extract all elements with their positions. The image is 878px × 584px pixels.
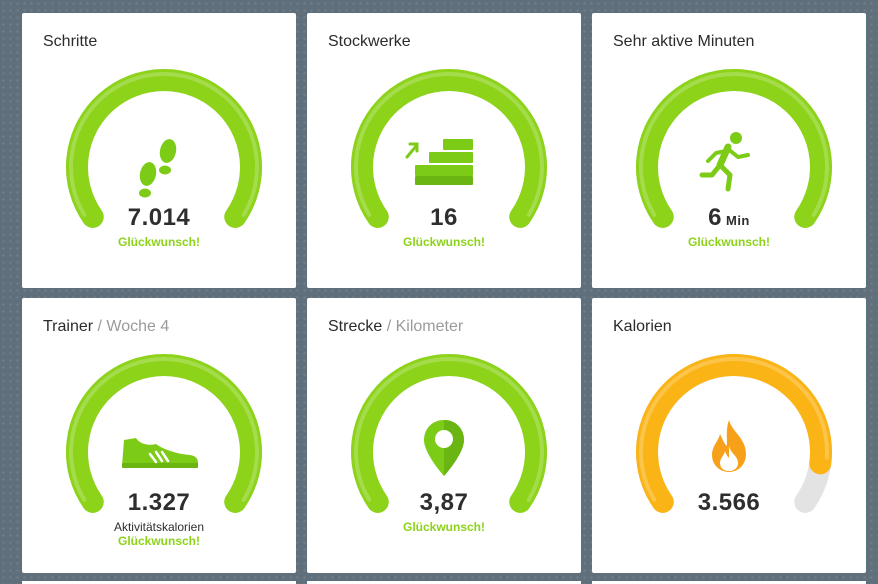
gauge-highlight <box>639 72 829 217</box>
footsteps-icon <box>139 139 177 198</box>
shoe-icon <box>122 438 198 468</box>
congrats-label: Glückwunsch! <box>687 235 770 249</box>
active-minutes-value: 6 Min <box>592 204 866 232</box>
gauge-fill <box>636 354 832 513</box>
tile-title: Kalorien <box>613 318 672 335</box>
congrats-label: Glückwunsch! <box>117 534 200 548</box>
gauge <box>66 354 262 513</box>
floors-tile[interactable]: Stockwerke 16 Glückwunsch! <box>307 13 581 288</box>
gauge-highlight <box>354 357 544 502</box>
next-row-tile-edge <box>22 581 296 584</box>
tile-title: Stockwerke <box>328 33 411 50</box>
gauge-highlight <box>639 357 829 502</box>
unit-label: Min <box>725 213 750 228</box>
calories-value: 3.566 <box>697 489 761 516</box>
gauge-fill <box>351 69 547 228</box>
congrats-label: Glückwunsch! <box>117 235 200 249</box>
active-minutes-number: 6 <box>708 204 722 231</box>
trainer-tile[interactable]: Trainer / Woche 4 1.327 Aktivitätskalori… <box>22 298 296 573</box>
steps-tile[interactable]: Schritte 7.014 Glückwunsch! <box>22 13 296 288</box>
gauge <box>636 69 832 228</box>
title-sub: / Woche 4 <box>93 318 170 335</box>
tile-title: Schritte <box>43 33 98 50</box>
gauge <box>351 354 547 513</box>
gauge-fill <box>66 354 262 513</box>
gauge-highlight <box>69 357 259 502</box>
steps-value: 7.014 <box>127 204 191 231</box>
floors-value: 16 <box>430 204 458 231</box>
gauge-fill <box>636 69 832 228</box>
gauge <box>351 69 547 228</box>
caption-label: Aktivitätskalorien <box>113 520 205 534</box>
congrats-label: Glückwunsch! <box>402 235 485 249</box>
tile-title: Sehr aktive Minuten <box>613 33 755 50</box>
next-row-tile-edge <box>307 581 581 584</box>
distance-tile[interactable]: Strecke / Kilometer 3,87 Glückwunsch! <box>307 298 581 573</box>
congrats-label: Glückwunsch! <box>402 520 485 534</box>
tile-title: Trainer / Woche 4 <box>43 318 169 336</box>
map-pin-icon <box>424 420 464 476</box>
title-sub: / Kilometer <box>382 318 464 335</box>
trainer-value: 1.327 <box>127 489 191 516</box>
gauge <box>636 354 832 513</box>
active-minutes-tile[interactable]: Sehr aktive Minuten 6 Min Glückwunsch! <box>592 13 866 288</box>
next-row-tile-edge <box>592 581 866 584</box>
running-person-icon <box>699 132 750 192</box>
distance-value: 3,87 <box>419 489 469 516</box>
stairs-icon <box>405 139 473 185</box>
gauge <box>66 69 262 228</box>
gauge-fill <box>66 69 262 228</box>
tile-title: Strecke / Kilometer <box>328 318 463 336</box>
gauge-highlight <box>354 72 544 217</box>
flame-icon <box>712 420 746 472</box>
calories-tile[interactable]: Kalorien 3.566 <box>592 298 866 573</box>
title-main: Trainer <box>43 318 94 335</box>
title-main: Strecke <box>328 318 383 335</box>
gauge-fill <box>351 354 547 513</box>
gauge-highlight <box>69 72 259 217</box>
